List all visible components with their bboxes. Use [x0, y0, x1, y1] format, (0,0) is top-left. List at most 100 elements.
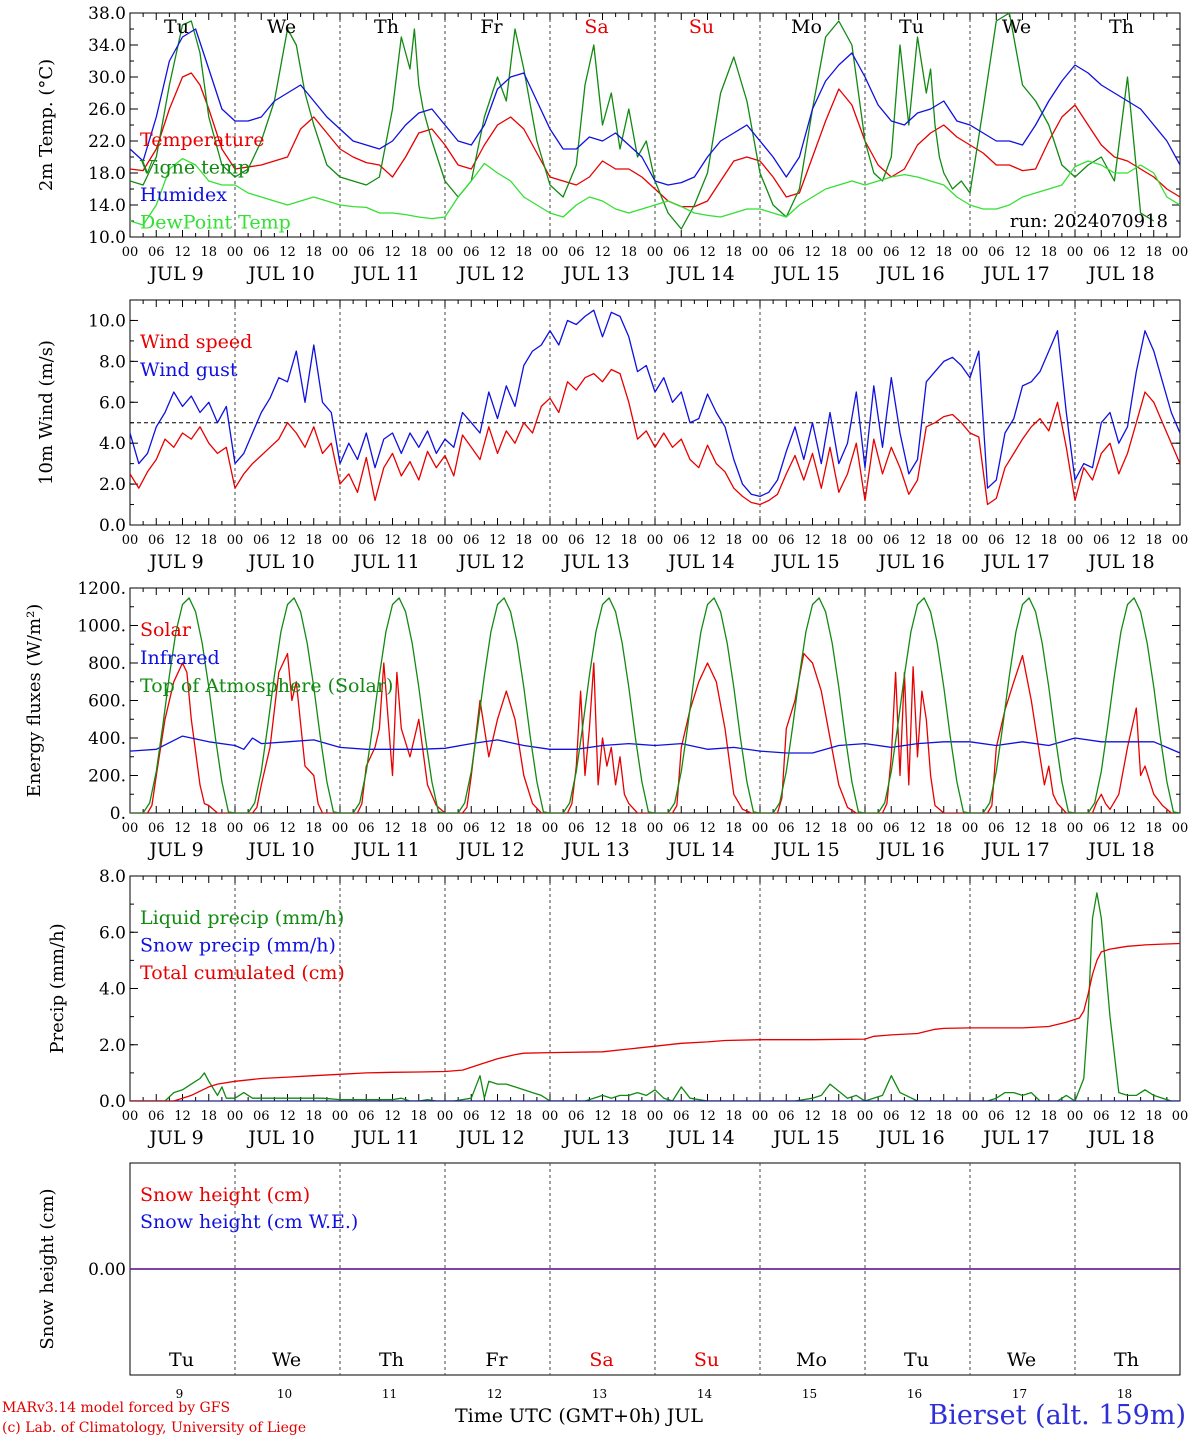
series-line: [130, 892, 1180, 1101]
panel-energy: 0. 200. 400. 600. 800. 1000. 1200. Energy fluxe…: [24, 579, 1188, 861]
legend-entry: DewPoint Temp: [140, 212, 291, 234]
y-tick-label: 0.: [110, 804, 126, 824]
day-number-label: 14: [697, 1387, 713, 1401]
hour-tick-label: 18: [410, 1109, 427, 1124]
hour-tick-label: 06: [1093, 245, 1110, 260]
day-of-week-label: We: [1002, 16, 1031, 38]
legend-entry: Snow precip (mm/h): [140, 935, 336, 957]
y-tick-label: 0.0: [99, 516, 126, 536]
hour-tick-label: 18: [620, 821, 637, 836]
day-number-label: 15: [802, 1387, 817, 1401]
hour-tick-label: 00: [437, 533, 454, 548]
date-label: JUL 15: [771, 839, 839, 861]
hour-tick-label: 12: [699, 821, 716, 836]
hour-tick-label: 00: [962, 533, 979, 548]
hour-tick-label: 00: [857, 245, 874, 260]
hour-tick-label: 06: [988, 533, 1005, 548]
hour-tick-label: 12: [279, 821, 296, 836]
hour-tick-label: 00: [227, 1109, 244, 1124]
hour-tick-label: 06: [673, 533, 690, 548]
hour-tick-label: 18: [1040, 1109, 1057, 1124]
hour-tick-label: 06: [253, 821, 270, 836]
series-line: [130, 597, 1180, 813]
hour-tick-label: 00: [122, 821, 139, 836]
hour-tick-label: 06: [568, 821, 585, 836]
hour-tick-label: 18: [515, 821, 532, 836]
y-tick-label: 200.: [88, 767, 126, 787]
hour-tick-label: 00: [1172, 1109, 1189, 1124]
day-of-week-label: Mo: [796, 1349, 827, 1371]
hour-tick-label: 00: [1067, 533, 1084, 548]
y-tick-label: 400.: [88, 729, 126, 749]
series-line: [130, 652, 1180, 813]
date-label: JUL 17: [981, 263, 1049, 285]
legend-entry: Humidex: [140, 184, 227, 206]
y-tick-label: 14.0: [88, 196, 126, 216]
y-tick-label: 34.0: [88, 36, 126, 56]
hour-tick-label: 00: [647, 245, 664, 260]
day-of-week-label: Th: [1114, 1349, 1139, 1371]
y-tick-label: 4.0: [99, 980, 126, 1000]
panel-precip: 0.0 2.0 4.0 6.0 8.0 Precip (mm/h) 00 06 12 18 JUL …: [47, 867, 1188, 1149]
day-of-week-label: Tu: [169, 1349, 194, 1371]
day-of-week-label: Tu: [904, 1349, 929, 1371]
hour-tick-label: 00: [1067, 821, 1084, 836]
day-of-week-label: Su: [689, 16, 714, 38]
y-tick-label: 2.0: [99, 475, 126, 495]
y-axis-label: Precip (mm/h): [47, 923, 68, 1053]
plot-frame: [129, 12, 1181, 238]
hour-tick-label: 00: [962, 1109, 979, 1124]
hour-tick-label: 00: [332, 533, 349, 548]
hour-tick-label: 18: [1040, 821, 1057, 836]
y-tick-label: 600.: [88, 692, 126, 712]
date-label: JUL 10: [246, 263, 314, 285]
hour-tick-label: 18: [410, 533, 427, 548]
hour-tick-label: 12: [489, 533, 506, 548]
hour-tick-label: 00: [542, 1109, 559, 1124]
hour-tick-label: 18: [725, 821, 742, 836]
hour-tick-label: 18: [515, 533, 532, 548]
date-label: JUL 11: [351, 263, 419, 285]
hour-tick-label: 12: [174, 533, 191, 548]
hour-tick-label: 12: [1014, 245, 1031, 260]
date-label: JUL 13: [561, 263, 629, 285]
legend-entry: Total cumulated (cm): [140, 962, 345, 984]
hour-tick-label: 00: [122, 533, 139, 548]
date-label: JUL 12: [456, 839, 524, 861]
hour-tick-label: 12: [594, 245, 611, 260]
hour-tick-label: 18: [305, 821, 322, 836]
hour-tick-label: 00: [752, 1109, 769, 1124]
hour-tick-label: 18: [1040, 245, 1057, 260]
date-label: JUL 16: [876, 263, 944, 285]
hour-tick-label: 06: [883, 533, 900, 548]
y-axis-label: 2m Temp. (°C): [36, 59, 57, 191]
hour-tick-label: 06: [463, 533, 480, 548]
day-of-week-label: Th: [374, 16, 399, 38]
hour-tick-label: 06: [778, 245, 795, 260]
hour-tick-label: 00: [122, 1109, 139, 1124]
day-of-week-label: Th: [379, 1349, 404, 1371]
hour-tick-label: 06: [253, 533, 270, 548]
series-line: [130, 13, 1155, 230]
date-label: JUL 15: [771, 1127, 839, 1149]
hour-tick-label: 06: [673, 245, 690, 260]
hour-tick-label: 18: [620, 533, 637, 548]
hour-tick-label: 12: [594, 1109, 611, 1124]
hour-tick-label: 06: [358, 821, 375, 836]
hour-tick-label: 00: [857, 533, 874, 548]
plot-frame: [129, 299, 1181, 526]
day-number-label: 10: [277, 1387, 292, 1401]
hour-tick-label: 12: [279, 1109, 296, 1124]
time-axis-title: Time UTC (GMT+0h) JUL: [455, 1405, 703, 1427]
date-label: JUL 17: [981, 1127, 1049, 1149]
date-label: JUL 16: [876, 839, 944, 861]
series-line: [130, 309, 1180, 498]
hour-tick-label: 00: [857, 1109, 874, 1124]
hour-tick-label: 00: [122, 245, 139, 260]
hour-tick-label: 12: [489, 821, 506, 836]
hour-tick-label: 12: [174, 1109, 191, 1124]
hour-tick-label: 18: [410, 245, 427, 260]
hour-tick-label: 06: [148, 1109, 165, 1124]
hour-tick-label: 00: [542, 821, 559, 836]
date-label: JUL 14: [666, 551, 734, 573]
